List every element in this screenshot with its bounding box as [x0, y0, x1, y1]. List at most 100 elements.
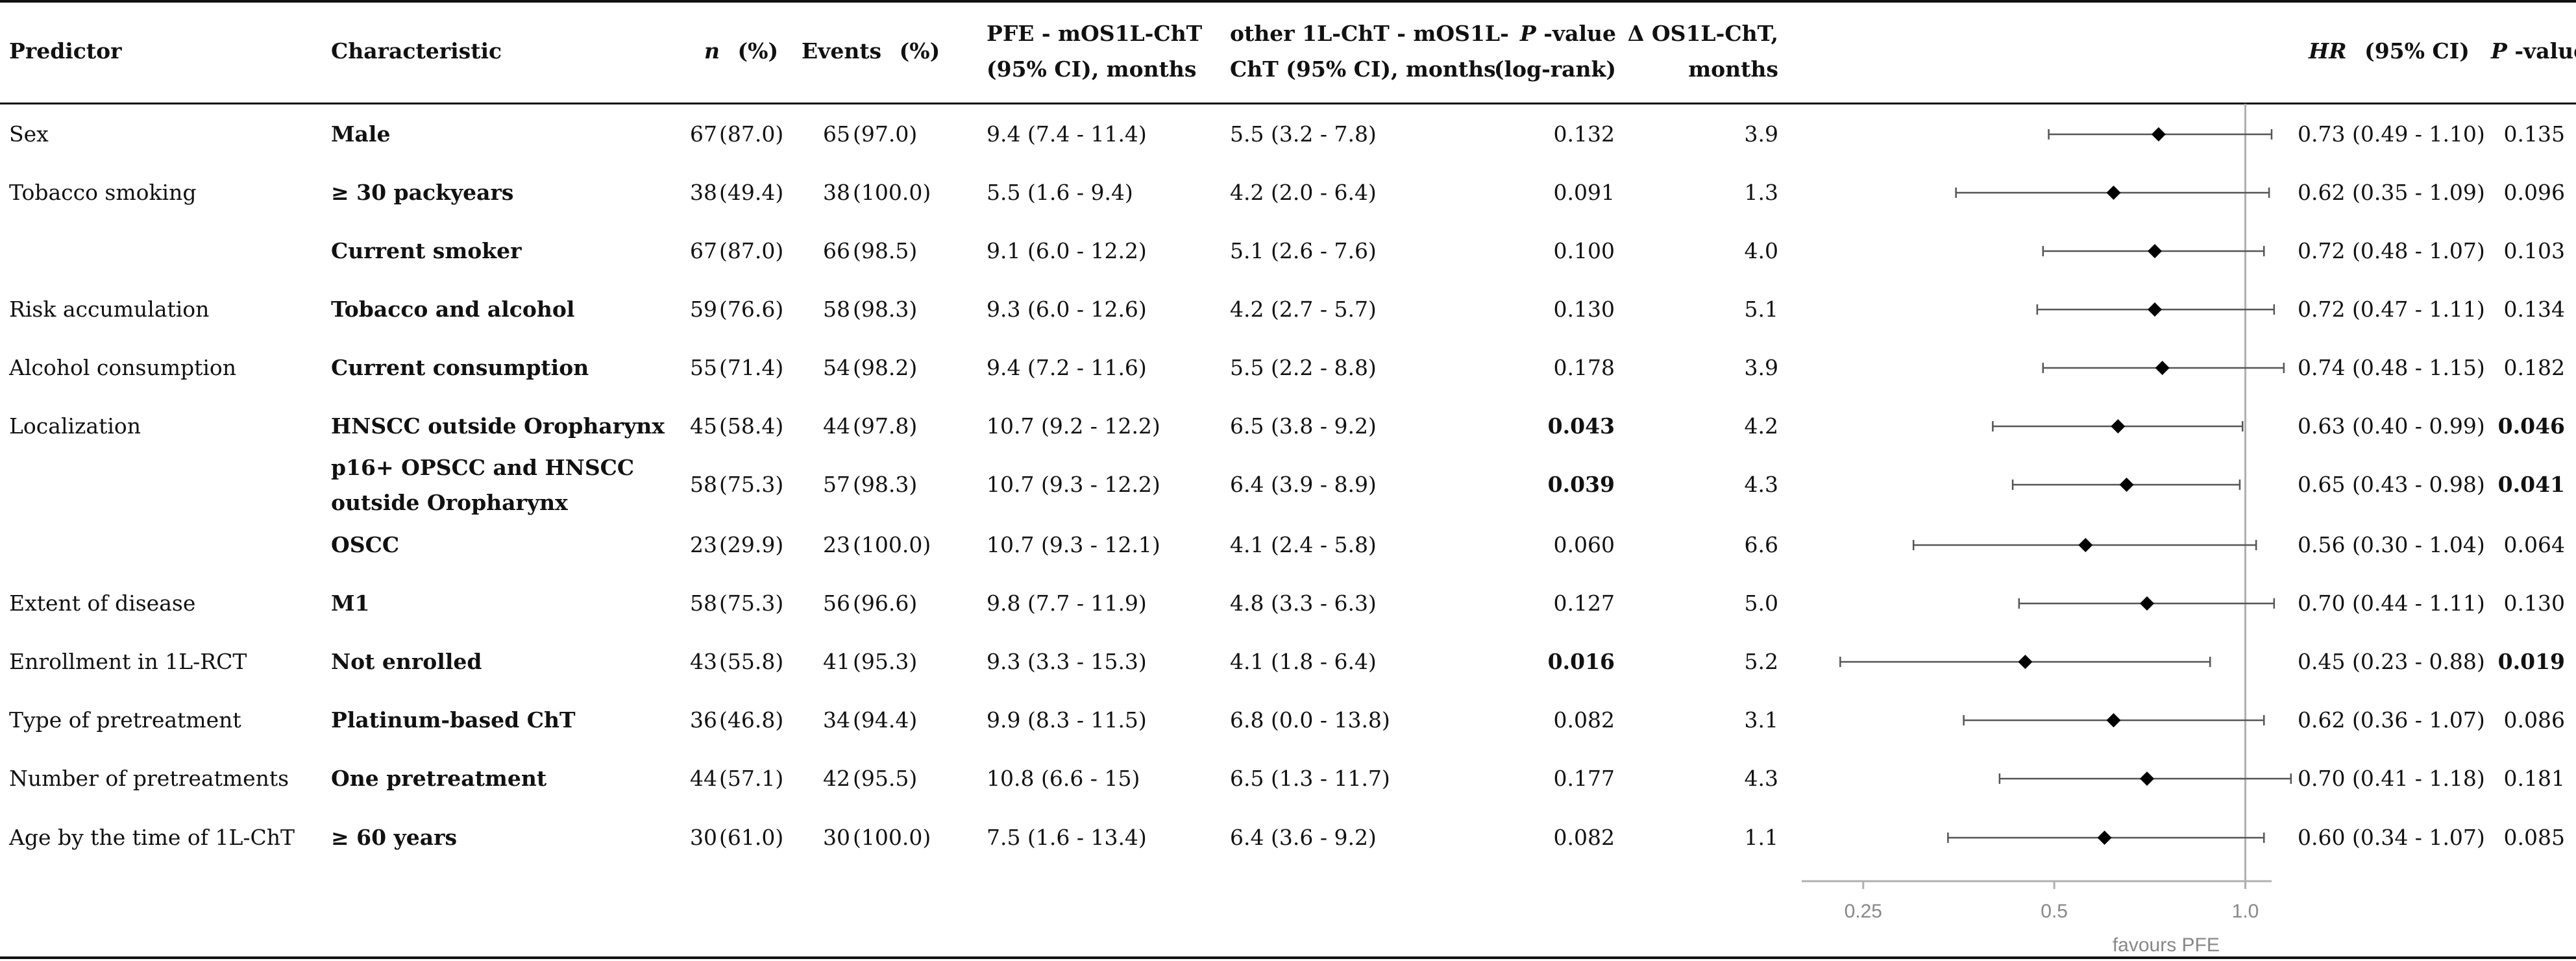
cell-n: 43 [690, 649, 717, 674]
header-other-line2: ChT (95% CI), months [1230, 56, 1496, 82]
cell-hr-ci: 0.45 (0.23 - 0.88) [2298, 649, 2485, 674]
x-tick-label: 0.5 [2041, 901, 2068, 922]
cell-p-value: 0.096 [2503, 180, 2565, 205]
cell-p-value: 0.041 [2497, 472, 2565, 497]
cell-characteristic: Tobacco and alcohol [331, 297, 575, 322]
header-events: Events (%) [802, 34, 940, 69]
header-delta-line2: months [1688, 56, 1778, 82]
cell-events: 38 [823, 180, 850, 205]
cell-delta-os: 6.6 [1744, 532, 1778, 557]
cell-n: 44 [690, 766, 717, 791]
header-n-label: n [704, 38, 720, 64]
cell-p-value: 0.103 [2503, 238, 2565, 263]
cell-characteristic: ≥ 60 years [331, 825, 458, 850]
hr-point [2148, 302, 2163, 317]
cell-n-pct: (76.6) [719, 297, 784, 322]
cell-events: 56 [823, 590, 850, 616]
hr-point [2148, 244, 2163, 258]
cell-other-mos: 4.2 (2.0 - 6.4) [1230, 180, 1377, 205]
cell-pfe-mos: 9.3 (3.3 - 15.3) [987, 649, 1147, 674]
cell-other-mos: 6.4 (3.6 - 9.2) [1230, 825, 1377, 850]
hr-point [2119, 478, 2134, 492]
cell-delta-os: 1.1 [1744, 825, 1778, 850]
cell-p-logrank: 0.082 [1553, 707, 1615, 733]
cell-predictor: Sex [9, 121, 49, 147]
cell-n: 30 [690, 825, 717, 850]
cell-other-mos: 6.5 (3.8 - 9.2) [1230, 413, 1377, 439]
header-p-rest: -value [1536, 21, 1616, 46]
cell-events-pct: (95.5) [853, 766, 918, 791]
cell-pfe-mos: 9.8 (7.7 - 11.9) [987, 590, 1147, 616]
cell-events-pct: (96.6) [853, 590, 918, 616]
cell-pfe-mos: 10.7 (9.3 - 12.1) [987, 532, 1160, 557]
cell-other-mos: 6.4 (3.9 - 8.9) [1230, 472, 1377, 497]
cell-n: 55 [690, 355, 717, 380]
hr-point [2018, 655, 2033, 669]
cell-other-mos: 4.1 (1.8 - 6.4) [1230, 649, 1377, 674]
cell-events-pct: (98.3) [853, 297, 918, 322]
cell-predictor: Risk accumulation [9, 297, 210, 322]
cell-p-logrank: 0.178 [1553, 355, 1615, 380]
cell-events: 65 [823, 121, 850, 147]
cell-pfe-mos: 9.3 (6.0 - 12.6) [987, 297, 1147, 322]
cell-n-pct: (71.4) [719, 355, 784, 380]
cell-n: 38 [690, 180, 717, 205]
cell-n-pct: (75.3) [719, 590, 784, 616]
cell-n-pct: (75.3) [719, 472, 784, 497]
cell-pfe-mos: 9.4 (7.4 - 11.4) [987, 121, 1147, 147]
cell-predictor: Extent of disease [9, 590, 196, 616]
cell-hr-ci: 0.62 (0.36 - 1.07) [2298, 707, 2485, 733]
cell-p-logrank: 0.127 [1553, 590, 1615, 616]
cell-pfe-mos: 9.4 (7.2 - 11.6) [987, 355, 1147, 380]
cell-p-value: 0.019 [2497, 649, 2565, 674]
cell-hr-ci: 0.62 (0.35 - 1.09) [2298, 180, 2485, 205]
header-hr-rest: (95% CI) [2364, 38, 2470, 64]
cell-n-pct: (87.0) [719, 238, 784, 263]
header-events-pct: (%) [899, 38, 940, 64]
cell-p-logrank: 0.091 [1553, 180, 1615, 205]
cell-hr-ci: 0.70 (0.41 - 1.18) [2298, 766, 2485, 791]
cell-n: 67 [690, 238, 717, 263]
cell-p-logrank: 0.177 [1553, 766, 1615, 791]
cell-n: 23 [690, 532, 717, 557]
cell-delta-os: 5.2 [1744, 649, 1778, 674]
cell-hr-ci: 0.56 (0.30 - 1.04) [2298, 532, 2485, 557]
cell-p-value: 0.130 [2503, 590, 2565, 616]
x-axis-label: favours PFE [2113, 934, 2220, 956]
hr-point [2111, 419, 2126, 433]
cell-p-logrank: 0.039 [1547, 472, 1615, 497]
cell-p-logrank: 0.100 [1553, 238, 1615, 263]
cell-events: 30 [823, 825, 850, 850]
cell-characteristic: M1 [331, 590, 370, 616]
cell-p-logrank: 0.130 [1553, 297, 1615, 322]
cell-delta-os: 5.0 [1744, 590, 1778, 616]
cell-p-logrank: 0.082 [1553, 825, 1615, 850]
header-p-italic: P [1519, 21, 1536, 46]
cell-pfe-mos: 9.9 (8.3 - 11.5) [987, 707, 1147, 733]
header-n-pct: (%) [737, 38, 779, 64]
cell-hr-ci: 0.74 (0.48 - 1.15) [2298, 355, 2485, 380]
cell-other-mos: 4.1 (2.4 - 5.8) [1230, 532, 1377, 557]
cell-n-pct: (87.0) [719, 121, 784, 147]
header-p-value: P -value [2491, 34, 2576, 69]
cell-pfe-mos: 10.8 (6.6 - 15) [987, 766, 1140, 791]
header-events-label: Events [802, 38, 882, 64]
hr-point [2151, 127, 2166, 141]
cell-p-value: 0.135 [2503, 121, 2565, 147]
cell-n: 59 [690, 297, 717, 322]
cell-predictor: Tobacco smoking [9, 180, 197, 205]
header-hr: HR (95% CI) [2309, 34, 2470, 69]
cell-events: 66 [823, 238, 850, 263]
cell-delta-os: 4.0 [1744, 238, 1778, 263]
cell-characteristic: Male [331, 121, 391, 147]
cell-characteristic: ≥ 30 packyears [331, 180, 514, 205]
cell-events-pct: (98.5) [853, 238, 918, 263]
cell-events-pct: (98.3) [853, 472, 918, 497]
cell-n: 45 [690, 413, 717, 439]
cell-delta-os: 1.3 [1744, 180, 1778, 205]
cell-p-logrank: 0.060 [1553, 532, 1615, 557]
header-other-line1: other 1L-ChT - mOS1L- [1230, 21, 1509, 46]
cell-events-pct: (100.0) [853, 825, 931, 850]
cell-events-pct: (98.2) [853, 355, 918, 380]
cell-events-pct: (97.8) [853, 413, 918, 439]
